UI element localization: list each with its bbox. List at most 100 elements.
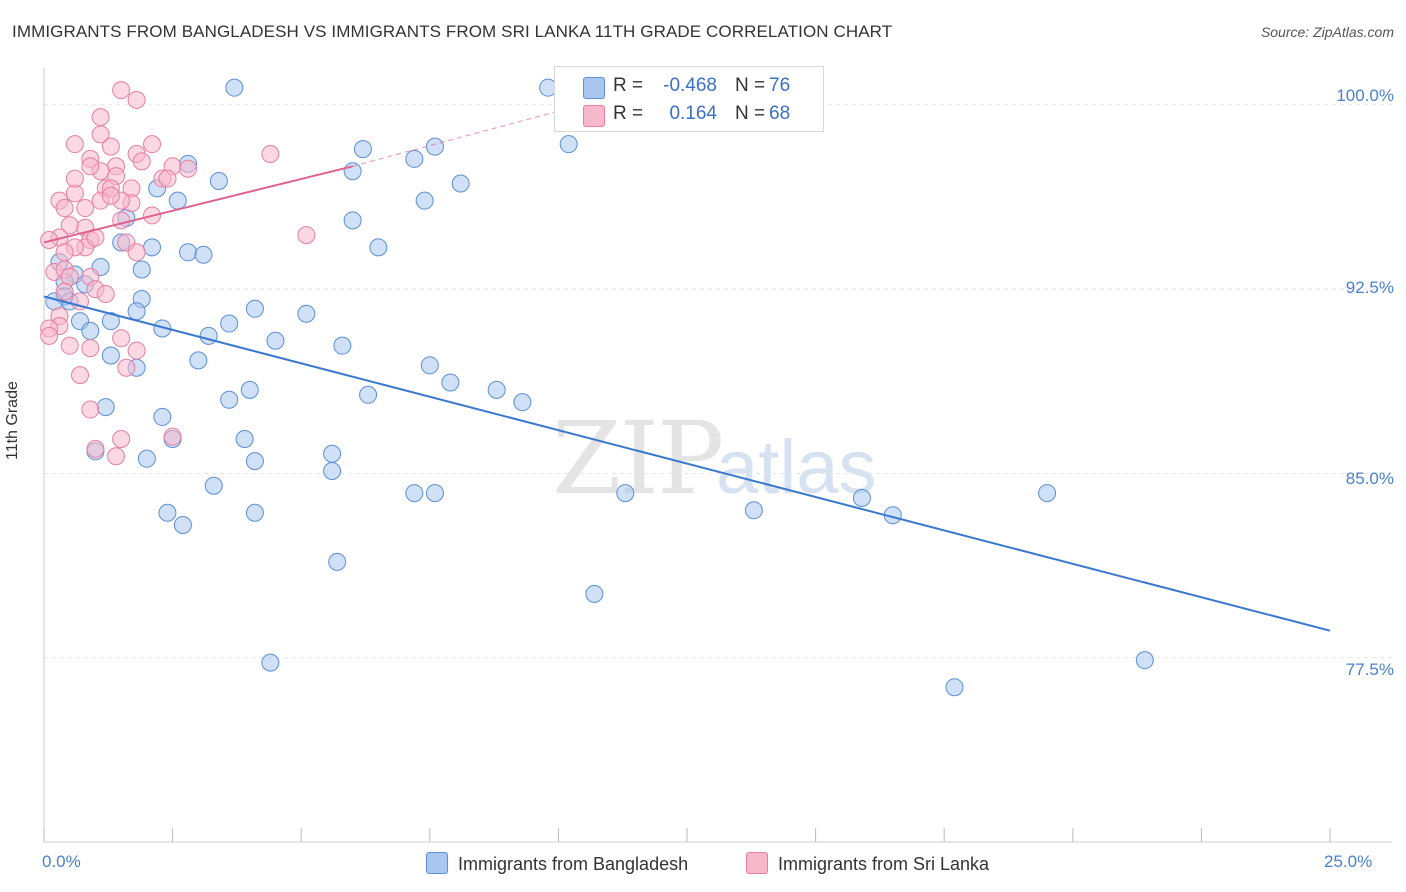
bangladesh-point: [297, 304, 316, 323]
bangladesh-point: [616, 484, 635, 503]
correlation-legend: R = -0.468 N = 76 R = 0.164 N = 68: [554, 66, 824, 132]
bangladesh-point: [81, 321, 100, 340]
bangladesh-point: [328, 552, 347, 571]
bangladesh-point: [101, 312, 120, 331]
srilanka-point: [112, 211, 131, 230]
srilanka-point: [76, 199, 95, 218]
bangladesh-point: [343, 162, 362, 181]
bangladesh-point: [359, 385, 378, 404]
srilanka-point: [81, 400, 100, 419]
srilanka-point: [143, 135, 162, 154]
srilanka-point: [81, 339, 100, 358]
bangladesh-point: [353, 140, 372, 159]
legend-r-label: R =: [613, 75, 644, 96]
y-tick-label: 85.0%: [1345, 469, 1394, 488]
bangladesh-point: [266, 331, 285, 350]
chart-title: IMMIGRANTS FROM BANGLADESH VS IMMIGRANTS…: [12, 22, 893, 41]
bangladesh-point: [451, 174, 470, 193]
srilanka-point: [65, 169, 84, 188]
bangladesh-point: [1038, 484, 1057, 503]
bangladesh-point: [168, 191, 187, 210]
bangladesh-point: [369, 238, 388, 257]
bottom-legend-label: Immigrants from Bangladesh: [458, 854, 689, 874]
bangladesh-point: [153, 407, 172, 426]
bangladesh-point: [323, 461, 342, 480]
srilanka-point: [81, 157, 100, 176]
srilanka-point: [40, 326, 59, 345]
srilanka-point: [55, 282, 74, 301]
bangladesh-point: [235, 430, 254, 449]
srilanka-point: [179, 159, 198, 178]
srilanka-point: [96, 285, 115, 304]
bangladesh-point: [559, 135, 578, 154]
bottom-legend-swatch-pink: [746, 852, 768, 874]
srilanka-point: [101, 137, 120, 156]
srilanka-point: [117, 358, 136, 377]
bangladesh-point: [220, 314, 239, 333]
bangladesh-point: [143, 238, 162, 257]
y-tick-label: 100.0%: [1336, 86, 1394, 105]
bangladesh-point: [173, 516, 192, 535]
srilanka-point: [91, 108, 110, 127]
srilanka-point: [60, 216, 79, 235]
bangladesh-point: [96, 398, 115, 417]
srilanka-point: [65, 135, 84, 154]
legend-swatch-pink: [583, 105, 605, 127]
bangladesh-point: [194, 245, 213, 264]
srilanka-point: [297, 226, 316, 245]
legend-n-value: 68: [769, 103, 791, 124]
srilanka-point: [107, 447, 126, 466]
bangladesh-point: [405, 149, 424, 168]
bangladesh-point: [513, 393, 532, 412]
srilanka-point: [60, 336, 79, 355]
srilanka-point: [71, 366, 90, 385]
bangladesh-point: [245, 299, 264, 318]
y-tick-label: 92.5%: [1345, 278, 1394, 297]
bottom-legend-label: Immigrants from Sri Lanka: [778, 854, 990, 874]
srilanka-point: [158, 169, 177, 188]
bangladesh-point: [425, 484, 444, 503]
x-tick-label-min: 0.0%: [42, 852, 81, 871]
srilanka-point: [55, 243, 74, 262]
srilanka-point: [127, 90, 146, 109]
bangladesh-point: [245, 452, 264, 471]
bangladesh-point: [127, 302, 146, 321]
srilanka-point: [163, 427, 182, 446]
legend-n-value: 76: [769, 75, 791, 96]
bangladesh-point: [132, 260, 151, 279]
legend-row-srilanka: R = 0.164 N = 68: [555, 103, 823, 131]
bangladesh-point: [420, 356, 439, 375]
srilanka-point: [101, 186, 120, 205]
y-axis-label: 11th Grade: [4, 381, 21, 460]
srilanka-point: [132, 152, 151, 171]
legend-n-label: N =: [735, 103, 766, 124]
srilanka-trend-line: [352, 109, 564, 167]
bangladesh-point: [343, 211, 362, 230]
bangladesh-point: [415, 191, 434, 210]
srilanka-point: [112, 430, 131, 449]
legend-r-value: -0.468: [663, 75, 717, 96]
bangladesh-point: [744, 501, 763, 520]
bangladesh-point: [945, 678, 964, 697]
legend-swatch-blue: [583, 77, 605, 99]
bangladesh-point: [101, 346, 120, 365]
srilanka-point: [55, 199, 74, 218]
srilanka-point: [112, 81, 131, 100]
bangladesh-point: [225, 78, 244, 97]
bangladesh-point: [852, 489, 871, 507]
bangladesh-point: [323, 444, 342, 463]
x-tick-label-max: 25.0%: [1324, 852, 1373, 871]
bangladesh-point: [204, 476, 223, 495]
bottom-legend-bangladesh: Immigrants from Bangladesh: [426, 852, 688, 875]
bottom-legend-srilanka: Immigrants from Sri Lanka: [746, 852, 989, 875]
bangladesh-point: [441, 373, 460, 392]
legend-r-label: R =: [613, 103, 644, 124]
bangladesh-point: [487, 380, 506, 399]
bangladesh-point: [245, 503, 264, 522]
bottom-legend-swatch-blue: [426, 852, 448, 874]
bangladesh-point: [585, 584, 604, 603]
y-tick-label: 77.5%: [1345, 660, 1394, 679]
srilanka-point: [112, 329, 131, 348]
bangladesh-point: [158, 503, 177, 522]
